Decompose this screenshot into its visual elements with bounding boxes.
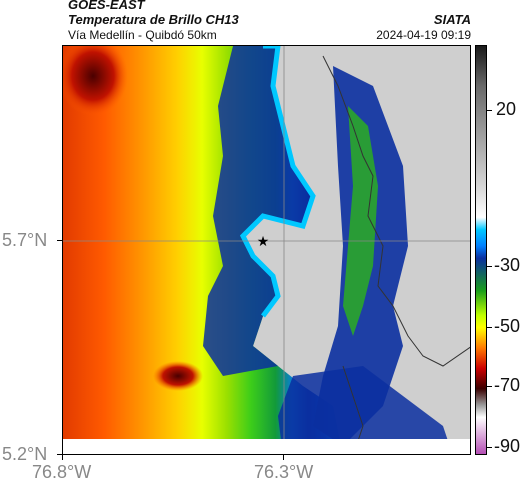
organization-label: SIATA — [433, 12, 471, 27]
colorbar-label--30: -30 — [494, 255, 521, 275]
southern-cloud-patch — [278, 366, 453, 454]
colorbar-tickmark--30 — [487, 266, 492, 267]
colorbar-label-20: 20 — [496, 99, 517, 119]
colorbar-label--50: -50 — [494, 316, 521, 336]
colorbar-label--70: -70 — [494, 375, 521, 395]
colorbar-tickmark--90 — [487, 447, 492, 448]
colorbar-tickmark--50 — [487, 327, 492, 328]
colorbar-tickmark-20 — [487, 110, 492, 111]
x-tick-label-1: 76.8°W — [32, 462, 92, 482]
cloud-edge — [239, 46, 316, 318]
deep-convection-band — [203, 46, 313, 376]
boundary-line — [322, 55, 470, 367]
warm-spot-south — [153, 361, 203, 391]
y-tick-label-2: 5.2°N — [2, 444, 48, 464]
x-tickmark-2 — [283, 455, 284, 460]
colorbar-label--90: -90 — [494, 436, 521, 456]
x-tick-label-2: 76.3°W — [254, 462, 314, 482]
warm-spot-north — [63, 46, 128, 116]
star-marker: ★ — [257, 233, 270, 249]
y-tick-label-1: 5.7°N — [2, 230, 48, 250]
x-tickmark-1 — [62, 455, 63, 460]
colorbar — [475, 45, 487, 455]
y-tickmark-1 — [57, 240, 62, 241]
datetime-label: 2024-04-19 09:19 — [376, 28, 471, 42]
colorbar-tickmark--70 — [487, 386, 492, 387]
product-title: Temperatura de Brillo CH13 — [68, 12, 239, 27]
brightness-temperature-field: ★ — [63, 46, 470, 454]
source-title: GOES-EAST — [68, 0, 145, 12]
y-tickmark-2 — [57, 454, 62, 455]
eastern-cold-top — [343, 106, 378, 336]
satellite-map: ★ — [62, 45, 471, 455]
route-label: Vía Medellín - Quibdó 50km — [68, 28, 217, 42]
no-data-strip — [63, 439, 470, 454]
